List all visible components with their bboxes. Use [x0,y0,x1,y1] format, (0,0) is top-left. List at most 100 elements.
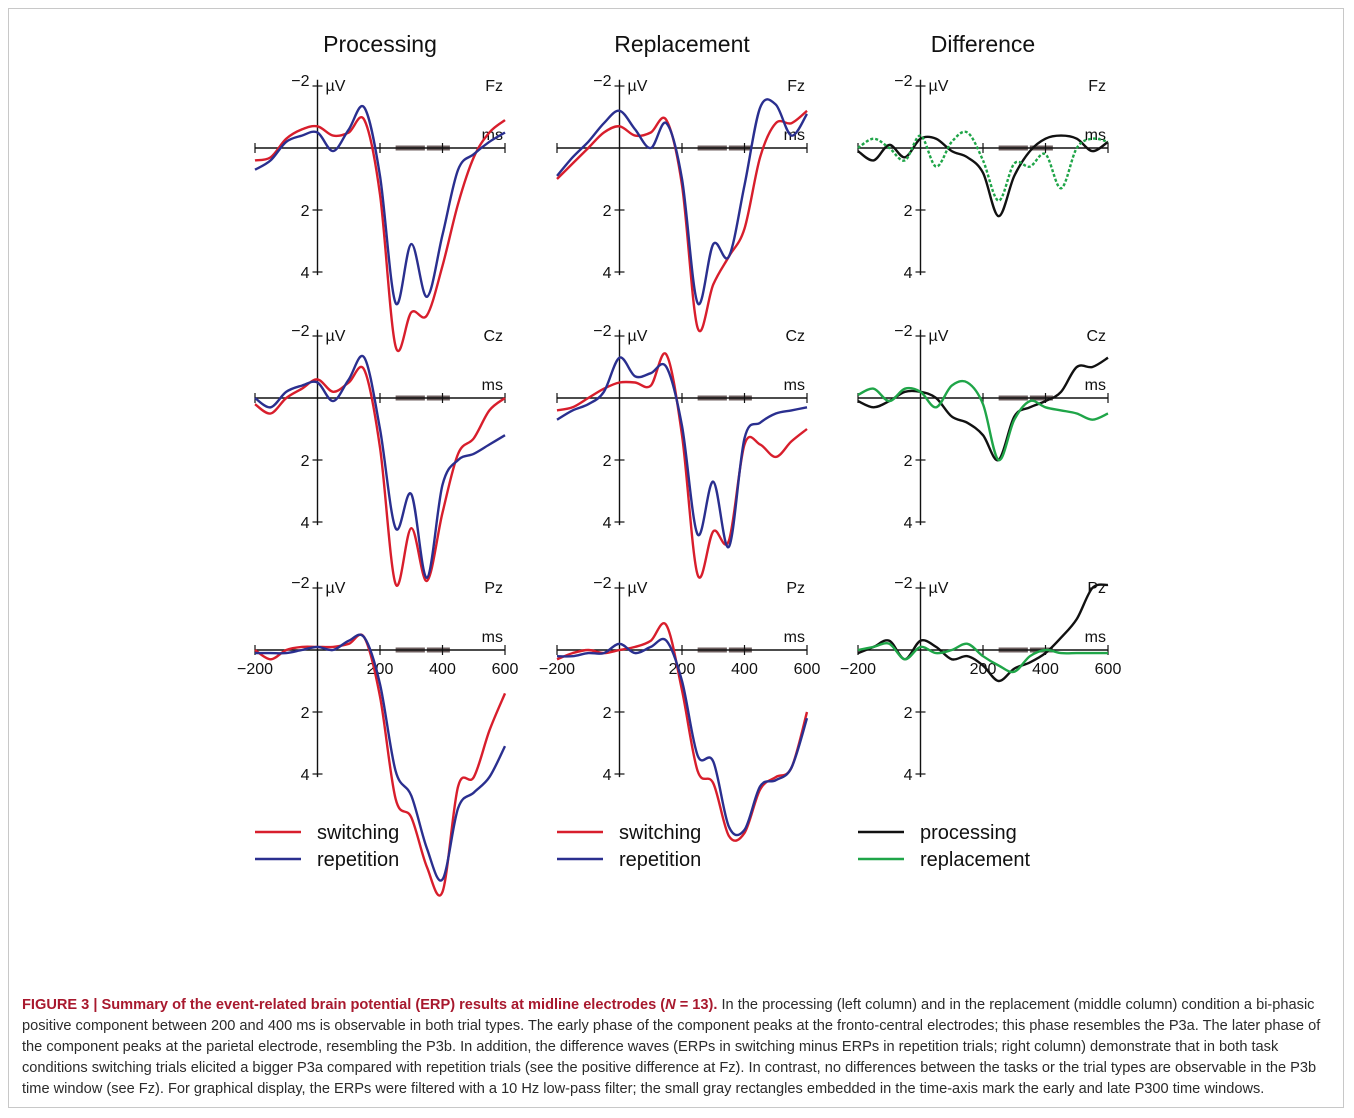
x-tick-label: −200 [840,661,876,678]
legend-label-processing: processing [920,822,1017,844]
series-line-repetition [556,356,808,549]
caption-body: In the processing (left column) and in t… [22,997,1321,1097]
electrode-label: Pz [1087,580,1106,597]
electrode-label: Pz [484,580,503,597]
panel-replacement-cz: −2 2 4 µV ms Cz [556,323,808,579]
legend-label-replacement: replacement [920,849,1031,871]
y-unit-label: µV [929,328,949,345]
y-tick-label: 2 [301,203,310,220]
series-line-repetition [254,354,506,580]
x-unit-label: ms [482,377,503,394]
y-tick-label: 2 [603,705,612,722]
x-unit-label: ms [784,629,805,646]
x-unit-label: ms [1085,127,1106,144]
column-title-processing: Processing [323,31,437,57]
y-unit-label: µV [929,580,949,597]
y-unit-label: µV [326,580,346,597]
y-unit-label: µV [326,328,346,345]
series-line-processing [857,583,1109,683]
y-tick-label: 2 [301,705,310,722]
series-line-switching [556,352,808,579]
x-unit-label: ms [482,127,503,144]
y-tick-label: −2 [593,73,611,90]
column-title-difference: Difference [931,31,1035,57]
x-unit-label: ms [482,629,503,646]
y-tick-label: 4 [904,515,913,532]
x-tick-label: 600 [492,661,519,678]
electrode-label: Cz [785,328,805,345]
x-tick-label: 600 [1095,661,1122,678]
legend-processing: switching repetition [255,822,399,871]
series-line-replacement [857,642,1108,674]
y-tick-label: −2 [291,73,309,90]
y-tick-label: 4 [301,515,310,532]
series-line-processing [857,356,1109,462]
series-line-processing [857,134,1109,218]
y-tick-label: 2 [904,453,913,470]
electrode-label: Cz [483,328,503,345]
electrode-label: Cz [1086,328,1106,345]
y-tick-label: 2 [904,705,913,722]
y-tick-label: 2 [301,453,310,470]
legend-difference: processing replacement [858,822,1031,871]
y-tick-label: −2 [291,575,309,592]
x-tick-label: 600 [794,661,821,678]
y-unit-label: µV [628,328,648,345]
x-unit-label: ms [784,377,805,394]
x-tick-label: −200 [539,661,575,678]
series-line-replacement [857,379,1109,462]
panel-replacement-pz: −2 2 4 µV ms Pz −200 200 400 600 [539,575,821,842]
y-tick-label: 4 [904,767,913,784]
series-line-replacement [857,130,1109,202]
y-tick-label: 4 [904,265,913,282]
legend-label-switching: switching [619,822,701,844]
electrode-label: Fz [485,78,503,95]
series-line-repetition [254,104,506,306]
panel-processing-pz: −2 2 4 µV ms Pz −200 200 400 600 [237,575,519,897]
y-tick-label: −2 [894,575,912,592]
panel-difference-fz: −2 2 4 µV ms Fz [857,73,1109,282]
series-line-repetition [254,633,507,882]
y-tick-label: −2 [894,323,912,340]
y-unit-label: µV [929,78,949,95]
caption-title-part1: Summary of the event-related brain poten… [101,997,666,1013]
panel-processing-fz: −2 2 4 µV ms Fz [254,73,506,352]
y-tick-label: 4 [301,767,310,784]
y-unit-label: µV [628,580,648,597]
electrode-label: Fz [1088,78,1106,95]
figure-caption: FIGURE 3 | Summary of the event-related … [22,995,1332,1100]
x-tick-label: 200 [367,661,394,678]
y-tick-label: 4 [603,265,612,282]
series-line-switching [254,633,507,897]
x-tick-label: 400 [731,661,758,678]
y-tick-label: 2 [603,203,612,220]
column-title-replacement: Replacement [614,31,750,57]
legend-label-repetition: repetition [619,849,701,871]
legend-replacement: switching repetition [557,822,701,871]
caption-title-part2: = 13). [675,997,718,1013]
panel-difference-cz: −2 2 4 µV ms Cz [857,323,1109,532]
series-line-repetition [556,98,809,306]
y-tick-label: 2 [603,453,612,470]
y-tick-label: 4 [603,767,612,784]
electrode-label: Fz [787,78,805,95]
x-tick-label: 400 [429,661,456,678]
electrode-label: Pz [786,580,805,597]
y-tick-label: −2 [291,323,309,340]
legend-label-repetition: repetition [317,849,399,871]
erp-figure: Processing Replacement Difference −2 2 4 µV ms F… [237,31,1121,897]
y-tick-label: −2 [894,73,912,90]
series-line-switching [254,116,506,352]
y-tick-label: 2 [904,203,913,220]
y-tick-label: 4 [301,265,310,282]
x-unit-label: ms [1085,377,1106,394]
caption-label: FIGURE 3 | [22,997,102,1013]
y-unit-label: µV [326,78,346,95]
figure-frame [8,8,1344,1108]
x-unit-label: ms [1085,629,1106,646]
series-line-repetition [556,637,809,837]
y-unit-label: µV [628,78,648,95]
y-tick-label: −2 [593,323,611,340]
